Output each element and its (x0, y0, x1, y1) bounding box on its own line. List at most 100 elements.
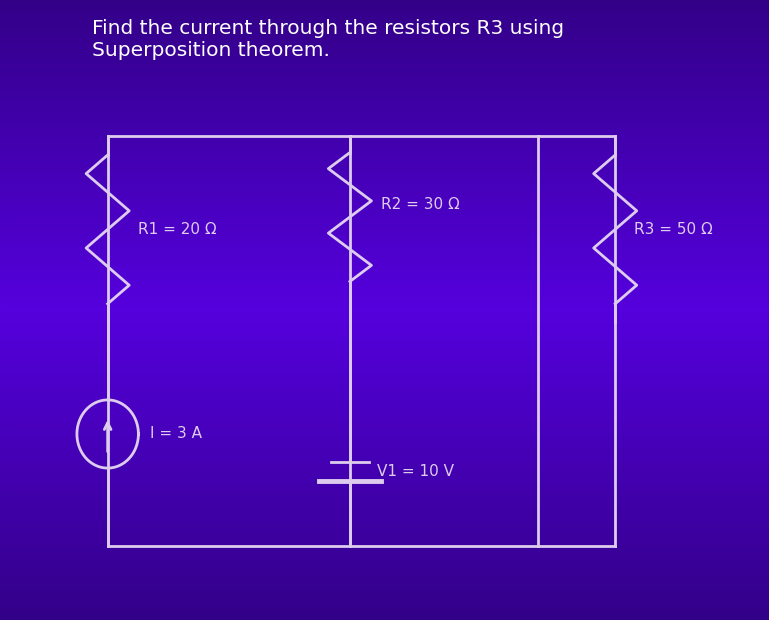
Bar (0, 453, 769, 456)
Bar (0, 322, 769, 326)
Bar (0, 614, 769, 617)
Bar (0, 130, 769, 133)
Bar (0, 226, 769, 229)
Bar (0, 276, 769, 279)
Bar (0, 223, 769, 226)
Bar (0, 270, 769, 273)
Bar (0, 236, 769, 239)
Bar (0, 350, 769, 353)
Bar (0, 65, 769, 68)
Bar (0, 378, 769, 381)
Bar (0, 177, 769, 180)
Bar (0, 549, 769, 552)
Bar (0, 394, 769, 397)
Bar (0, 310, 769, 313)
Bar (0, 555, 769, 558)
Bar (0, 428, 769, 431)
Bar (0, 462, 769, 465)
Bar (0, 174, 769, 177)
Bar (0, 440, 769, 443)
Bar (0, 598, 769, 601)
Bar (0, 521, 769, 524)
Bar (0, 592, 769, 595)
Bar (0, 81, 769, 84)
Bar (0, 62, 769, 65)
Bar (0, 341, 769, 344)
Bar (0, 437, 769, 440)
Bar (0, 189, 769, 192)
Bar (0, 347, 769, 350)
Bar (0, 229, 769, 232)
Bar (0, 16, 769, 19)
Bar (0, 112, 769, 115)
Bar (0, 412, 769, 415)
Bar (0, 118, 769, 121)
Bar (0, 102, 769, 105)
Bar (0, 406, 769, 409)
Bar (0, 152, 769, 155)
Bar (0, 329, 769, 332)
Bar (0, 459, 769, 462)
Bar (0, 164, 769, 167)
Bar (0, 515, 769, 518)
Bar (0, 0, 769, 3)
Bar (0, 78, 769, 81)
Bar (0, 186, 769, 189)
Bar (0, 127, 769, 130)
Bar (0, 533, 769, 536)
Bar (0, 465, 769, 468)
Bar (0, 518, 769, 521)
Bar (0, 527, 769, 530)
Bar (0, 19, 769, 22)
Bar (0, 304, 769, 307)
Bar (0, 583, 769, 586)
Bar (0, 397, 769, 400)
Bar (0, 601, 769, 604)
Bar (0, 577, 769, 580)
Bar (0, 6, 769, 9)
Bar (0, 552, 769, 555)
Bar (0, 217, 769, 220)
Bar (0, 170, 769, 174)
Bar (0, 316, 769, 319)
Bar (0, 477, 769, 481)
Bar (0, 155, 769, 158)
Bar (0, 431, 769, 434)
Bar (0, 9, 769, 12)
Bar (0, 589, 769, 592)
Bar (0, 87, 769, 90)
Bar (0, 291, 769, 294)
Bar (0, 149, 769, 152)
Bar (0, 468, 769, 471)
Bar (0, 232, 769, 236)
Bar (0, 96, 769, 99)
Bar (0, 434, 769, 437)
Bar (0, 539, 769, 542)
Bar (0, 273, 769, 276)
Bar (0, 443, 769, 446)
Bar (0, 28, 769, 31)
Bar (0, 37, 769, 40)
Bar (0, 195, 769, 198)
Bar (0, 108, 769, 112)
Bar (0, 570, 769, 574)
Bar (0, 40, 769, 43)
Bar (0, 542, 769, 546)
Text: Find the current through the resistors R3 using
Superposition theorem.: Find the current through the resistors R… (92, 19, 564, 60)
Bar (0, 115, 769, 118)
Bar (0, 586, 769, 589)
Bar (0, 564, 769, 567)
Bar (0, 301, 769, 304)
Bar (0, 34, 769, 37)
Bar (0, 248, 769, 251)
Bar (0, 53, 769, 56)
Bar (0, 143, 769, 146)
Bar (0, 595, 769, 598)
Bar (0, 133, 769, 136)
Text: I = 3 A: I = 3 A (150, 427, 202, 441)
Bar (0, 502, 769, 505)
Bar (0, 84, 769, 87)
Bar (0, 254, 769, 257)
Bar (0, 146, 769, 149)
Bar (0, 22, 769, 25)
